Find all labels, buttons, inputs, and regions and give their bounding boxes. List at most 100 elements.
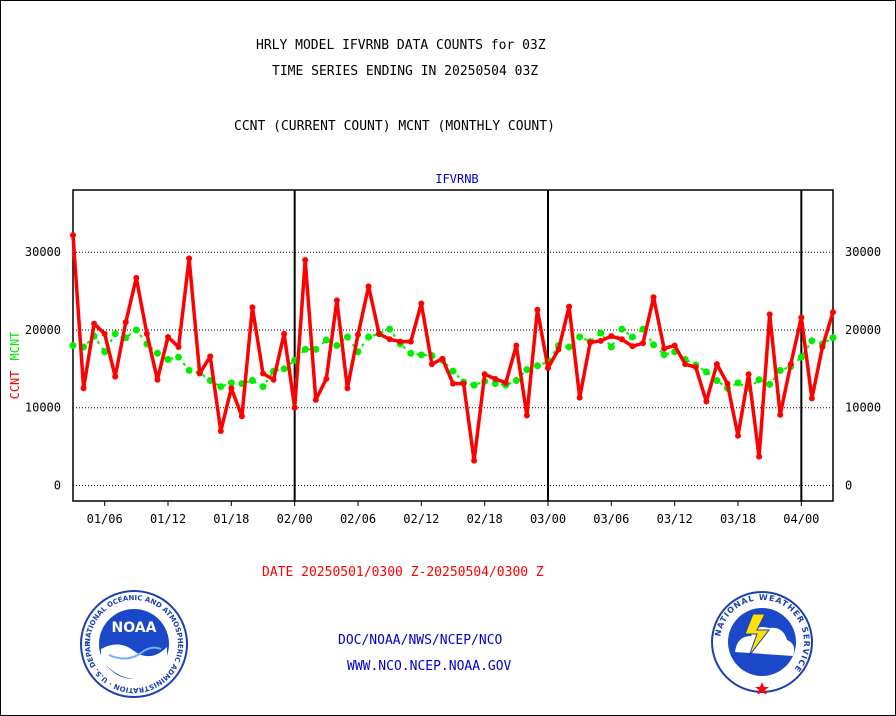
y-tick-label-left: 0 bbox=[54, 478, 61, 492]
chart-title-line-2: TIME SERIES ENDING IN 20250504 03Z bbox=[272, 64, 539, 79]
data-point-ccnt bbox=[439, 355, 446, 362]
data-point-ccnt bbox=[513, 342, 520, 349]
data-point-ccnt bbox=[333, 297, 340, 304]
date-range-label: DATE 20250501/0300 Z-20250504/0300 Z bbox=[262, 565, 544, 580]
data-point-ccnt bbox=[830, 309, 836, 316]
data-point-ccnt bbox=[376, 330, 383, 337]
data-point-ccnt bbox=[175, 344, 182, 351]
data-point-mcnt bbox=[322, 336, 330, 344]
data-point-ccnt bbox=[70, 232, 76, 239]
data-point-ccnt bbox=[407, 338, 414, 345]
data-point-mcnt bbox=[565, 343, 573, 351]
x-tick-label: 03/18 bbox=[720, 512, 756, 526]
data-point-mcnt bbox=[69, 342, 77, 349]
data-point-ccnt bbox=[291, 404, 298, 411]
data-point-ccnt bbox=[692, 364, 699, 371]
x-tick-label: 01/06 bbox=[87, 512, 123, 526]
series-line-ccnt bbox=[71, 234, 835, 463]
data-point-mcnt bbox=[259, 383, 267, 391]
data-point-mcnt bbox=[217, 383, 225, 391]
data-point-mcnt bbox=[766, 380, 774, 388]
x-tick-label: 03/12 bbox=[657, 512, 693, 526]
x-tick-label: 02/06 bbox=[340, 512, 376, 526]
data-point-ccnt bbox=[450, 380, 456, 387]
data-point-ccnt bbox=[682, 361, 689, 368]
data-point-ccnt bbox=[302, 256, 309, 263]
data-point-ccnt bbox=[260, 370, 266, 377]
data-point-ccnt bbox=[523, 412, 530, 419]
data-point-ccnt bbox=[228, 385, 235, 392]
data-point-ccnt bbox=[312, 396, 319, 403]
data-point-ccnt bbox=[217, 428, 224, 435]
data-point-mcnt bbox=[797, 353, 805, 361]
data-point-mcnt bbox=[365, 333, 373, 341]
noaa-logo: NATIONAL OCEANIC AND ATMOSPHERIC ADMINIS… bbox=[79, 589, 188, 698]
data-point-ccnt bbox=[397, 338, 404, 345]
data-point-mcnt bbox=[101, 348, 109, 356]
data-point-ccnt bbox=[819, 344, 826, 351]
data-point-ccnt bbox=[112, 373, 119, 380]
data-point-mcnt bbox=[660, 351, 668, 359]
x-tick-label: 03/06 bbox=[593, 512, 629, 526]
data-point-mcnt bbox=[576, 333, 584, 341]
data-point-mcnt bbox=[301, 345, 309, 353]
data-point-ccnt bbox=[629, 343, 636, 350]
data-point-mcnt bbox=[248, 376, 256, 384]
data-point-mcnt bbox=[734, 379, 742, 387]
data-point-mcnt bbox=[808, 337, 816, 345]
data-point-mcnt bbox=[523, 366, 531, 374]
data-point-ccnt bbox=[355, 331, 361, 338]
chart-title-line-1: HRLY MODEL IFVRNB DATA COUNTS for 03Z bbox=[256, 38, 546, 53]
data-point-mcnt bbox=[386, 325, 394, 333]
data-point-ccnt bbox=[671, 342, 678, 349]
org-path-label: DOC/NOAA/NWS/NCEP/NCO bbox=[338, 633, 503, 648]
data-point-ccnt bbox=[502, 379, 509, 386]
data-point-ccnt bbox=[101, 330, 108, 337]
data-point-mcnt bbox=[618, 325, 626, 333]
y-tick-label-left: 10000 bbox=[25, 401, 61, 415]
data-point-ccnt bbox=[207, 353, 214, 360]
y-tick-label-left: 30000 bbox=[25, 245, 61, 259]
data-point-ccnt bbox=[724, 380, 731, 387]
data-point-mcnt bbox=[132, 326, 140, 334]
website-link[interactable]: WWW.NCO.NCEP.NOAA.GOV bbox=[347, 659, 512, 674]
data-point-ccnt bbox=[798, 314, 805, 321]
data-point-ccnt bbox=[587, 339, 594, 346]
data-point-mcnt bbox=[175, 353, 183, 361]
data-point-mcnt bbox=[153, 349, 161, 357]
data-point-mcnt bbox=[713, 376, 721, 384]
data-point-ccnt bbox=[555, 346, 562, 353]
x-tick-label: 02/00 bbox=[277, 512, 313, 526]
data-point-mcnt bbox=[755, 376, 763, 384]
chart-title-line-3: CCNT (CURRENT COUNT) MCNT (MONTHLY COUNT… bbox=[234, 119, 555, 134]
data-point-ccnt bbox=[196, 370, 203, 377]
data-point-ccnt bbox=[133, 274, 140, 281]
data-point-ccnt bbox=[618, 336, 625, 343]
data-point-mcnt bbox=[491, 380, 499, 388]
data-point-ccnt bbox=[365, 283, 372, 290]
data-point-ccnt bbox=[143, 330, 150, 337]
data-point-mcnt bbox=[470, 381, 478, 389]
data-point-mcnt bbox=[111, 330, 119, 338]
data-point-mcnt bbox=[607, 343, 615, 351]
data-point-ccnt bbox=[344, 385, 351, 392]
data-point-ccnt bbox=[566, 303, 573, 310]
data-point-ccnt bbox=[576, 394, 583, 401]
data-point-mcnt bbox=[702, 368, 710, 376]
chart-station-label: IFVRNB bbox=[435, 172, 478, 186]
data-point-mcnt bbox=[449, 367, 457, 375]
data-point-mcnt bbox=[185, 366, 193, 374]
data-point-mcnt bbox=[417, 351, 425, 359]
data-point-ccnt bbox=[460, 380, 467, 387]
data-point-ccnt bbox=[534, 306, 541, 313]
data-point-ccnt bbox=[186, 255, 193, 262]
data-point-mcnt bbox=[227, 379, 235, 387]
data-point-ccnt bbox=[703, 398, 710, 405]
y-axis-label: CCNT MCNT bbox=[8, 332, 22, 400]
data-point-ccnt bbox=[808, 395, 815, 402]
data-point-ccnt bbox=[154, 376, 161, 383]
data-point-ccnt bbox=[640, 340, 646, 347]
data-point-ccnt bbox=[386, 336, 393, 343]
data-point-ccnt bbox=[165, 333, 171, 340]
